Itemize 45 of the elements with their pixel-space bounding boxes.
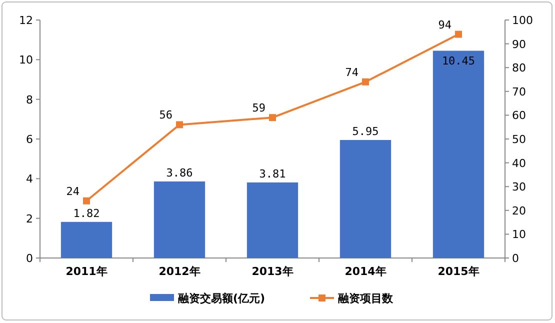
y2-tick-label: 100 xyxy=(512,14,533,27)
y2-tick-label: 30 xyxy=(512,180,526,194)
point xyxy=(455,30,462,38)
x-tick-label: 2012年 xyxy=(158,265,200,278)
y2-tick-label: 0 xyxy=(512,252,519,265)
y2-tick-label: 70 xyxy=(512,85,526,98)
data-label: 56 xyxy=(159,108,172,122)
data-label: 74 xyxy=(345,66,359,79)
y2-tick-label: 10 xyxy=(512,228,526,242)
y2-tick-label: 60 xyxy=(512,109,526,122)
data-label: 5.95 xyxy=(352,124,379,138)
point xyxy=(269,114,276,122)
bar xyxy=(60,222,112,258)
data-label: 10.45 xyxy=(442,54,476,68)
y-tick-label: 10 xyxy=(19,54,33,67)
y2-tick-label: 90 xyxy=(512,38,526,51)
x-tick-label: 2011年 xyxy=(66,265,108,278)
legend-label: 融资交易额(亿元) xyxy=(178,292,266,305)
data-label: 24 xyxy=(66,184,80,198)
data-label: 3.86 xyxy=(166,166,193,180)
y-tick-label: 8 xyxy=(26,93,33,106)
data-label: 3.81 xyxy=(259,167,286,180)
bar xyxy=(340,140,392,258)
y-tick-label: 2 xyxy=(26,212,33,226)
data-label: 59 xyxy=(252,102,266,115)
bar xyxy=(154,181,206,258)
y-tick-label: 0 xyxy=(26,252,33,265)
y-tick-label: 4 xyxy=(26,172,33,186)
data-label: 1.82 xyxy=(73,206,100,220)
legend-label: 融资项目数 xyxy=(338,292,394,305)
y2-tick-label: 20 xyxy=(512,204,526,218)
x-tick-label: 2013年 xyxy=(252,265,294,278)
y-tick-label: 12 xyxy=(19,14,33,27)
bar xyxy=(432,50,484,258)
x-tick-label: 2014年 xyxy=(344,265,386,278)
y2-tick-label: 40 xyxy=(512,156,526,170)
y-tick-label: 6 xyxy=(26,133,33,146)
point xyxy=(362,78,369,86)
point xyxy=(83,197,90,204)
y2-tick-label: 50 xyxy=(512,133,526,146)
y2-tick-label: 80 xyxy=(512,62,526,75)
bar xyxy=(246,182,298,258)
point xyxy=(176,121,183,128)
data-label: 94 xyxy=(438,18,452,32)
x-tick-label: 2015年 xyxy=(438,265,480,278)
